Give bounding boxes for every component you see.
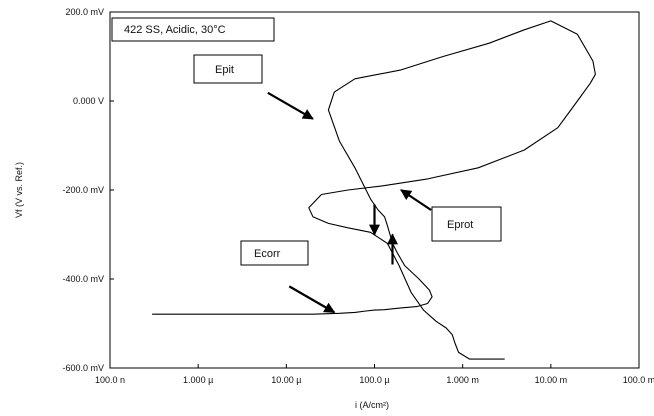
epit-box (193, 54, 263, 84)
title-box (111, 17, 275, 42)
ecorr-box (240, 240, 309, 266)
y-axis-label: Vf (V vs. Ref.) (14, 162, 24, 218)
chart-title: 422 SS, Acidic, 30°C (124, 24, 226, 36)
x-tick-label: 10.00 m (535, 375, 568, 385)
x-tick-label: 100.0 n (95, 375, 125, 385)
x-tick-label: 1.000 m (446, 375, 479, 385)
x-tick-label: 100.0 m (623, 375, 654, 385)
y-tick-label: -600.0 mV (62, 363, 104, 373)
eprot-box (431, 206, 502, 242)
annotation-arrows (267, 91, 432, 314)
x-tick-label: 10.00 µ (271, 375, 301, 385)
x-tick-label: 1.000 µ (183, 375, 213, 385)
x-axis-label: i (A/cm²) (355, 400, 389, 410)
x-tick-label: 100.0 µ (359, 375, 389, 385)
annotation-arrow (267, 91, 314, 120)
y-tick-label: 200.0 mV (65, 7, 104, 17)
annotation-label: Epit (215, 64, 234, 76)
x-axis: 100.0 n 1.000 µ 10.00 µ 100.0 µ 1.000 m 10.00… (95, 364, 654, 385)
annotation-label: Eprot (447, 219, 473, 231)
y-tick-label: 0.000 V (73, 96, 104, 106)
y-axis: 200.0 mV 0.000 V -200.0 mV -400.0 mV -600.0 … (62, 7, 114, 373)
annotation-arrow (400, 189, 432, 211)
y-tick-label: -400.0 mV (62, 274, 104, 284)
y-tick-label: -200.0 mV (62, 185, 104, 195)
annotation-arrow (288, 285, 336, 314)
annotation-label: Ecorr (254, 248, 281, 260)
